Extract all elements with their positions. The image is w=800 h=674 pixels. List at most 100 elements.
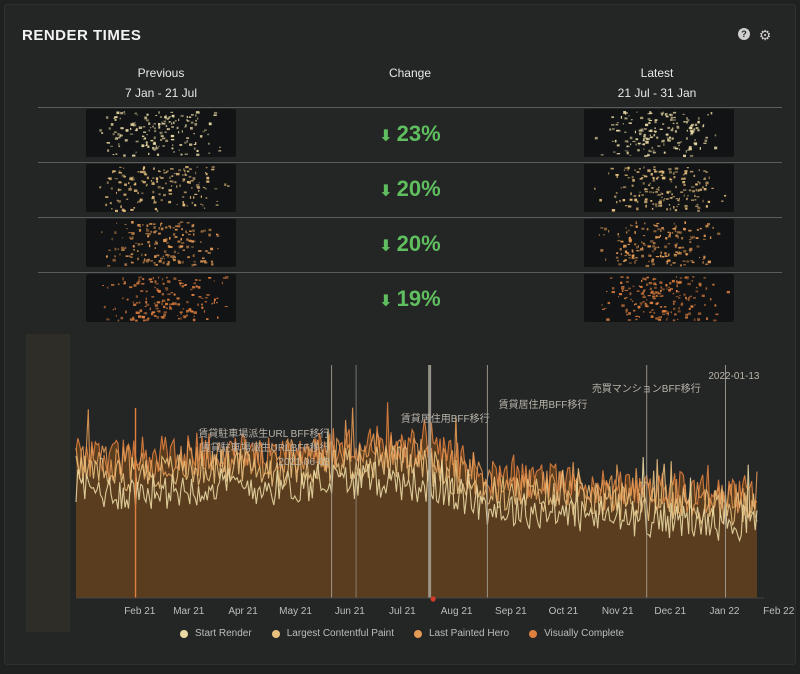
filmstrip-speck — [642, 296, 646, 298]
legend-swatch — [271, 629, 280, 638]
filmstrip-speck — [186, 180, 190, 184]
filmstrip-speck — [659, 128, 663, 130]
filmstrip-speck — [145, 290, 148, 293]
filmstrip-speck — [652, 203, 654, 205]
filmstrip-speck — [635, 143, 637, 146]
filmstrip-speck — [658, 204, 660, 207]
filmstrip-speck — [654, 170, 656, 173]
filmstrip-speck — [672, 262, 676, 264]
filmstrip-speck — [707, 200, 711, 203]
filmstrip-speck — [660, 192, 662, 195]
filmstrip-speck — [678, 246, 682, 249]
filmstrip-speck — [694, 194, 696, 198]
filmstrip-speck — [668, 190, 672, 193]
filmstrip-speck — [608, 172, 610, 175]
filmstrip-speck — [180, 153, 183, 156]
filmstrip-speck — [116, 111, 120, 115]
legend-item[interactable]: Largest Contentful Paint — [271, 628, 394, 639]
filmstrip-speck — [141, 253, 143, 257]
filmstrip-speck — [633, 309, 636, 312]
filmstrip-speck — [686, 278, 689, 280]
filmstrip-speck — [204, 187, 207, 190]
filmstrip-speck — [153, 201, 157, 203]
filmstrip-speck — [644, 198, 648, 201]
filmstrip-speck — [160, 139, 163, 141]
filmstrip-speck — [174, 228, 178, 231]
filmstrip-speck — [146, 224, 149, 227]
filmstrip-speck — [715, 313, 719, 316]
filmstrip-speck — [688, 147, 692, 151]
filmstrip-speck — [133, 249, 135, 251]
filmstrip-speck — [600, 154, 604, 156]
filmstrip-speck — [640, 303, 642, 306]
filmstrip-speck — [166, 170, 169, 172]
filmstrip-speck — [156, 301, 161, 304]
previous-filmstrip-1 — [86, 109, 236, 157]
filmstrip-speck — [618, 293, 623, 296]
filmstrip-speck — [156, 254, 160, 257]
filmstrip-speck — [622, 199, 626, 202]
filmstrip-speck — [180, 312, 182, 315]
filmstrip-speck — [167, 255, 169, 258]
filmstrip-speck — [136, 114, 138, 116]
filmstrip-speck — [693, 174, 696, 177]
filmstrip-speck — [204, 172, 207, 174]
filmstrip-speck — [132, 316, 135, 320]
gear-icon[interactable]: ⚙ — [758, 27, 772, 43]
filmstrip-speck — [665, 113, 667, 116]
change-percent: 23% — [396, 121, 441, 146]
filmstrip-speck — [123, 154, 126, 157]
legend-item[interactable]: Start Render — [180, 628, 252, 639]
legend-swatch — [529, 629, 538, 638]
filmstrip-speck — [179, 184, 181, 187]
filmstrip-speck — [691, 123, 695, 126]
filmstrip-speck — [603, 307, 607, 309]
filmstrip-speck — [708, 176, 710, 179]
filmstrip-speck — [630, 119, 633, 121]
filmstrip-speck — [122, 278, 124, 281]
filmstrip-speck — [654, 127, 656, 129]
filmstrip-speck — [102, 285, 104, 286]
filmstrip-speck — [157, 186, 159, 188]
filmstrip-speck — [665, 237, 668, 240]
filmstrip-speck — [107, 149, 110, 152]
filmstrip-speck — [615, 123, 619, 126]
filmstrip-speck — [130, 123, 134, 126]
filmstrip-speck — [625, 311, 627, 313]
filmstrip-speck — [171, 114, 174, 118]
filmstrip-speck — [187, 256, 190, 259]
change-value-1: ⬇ 23% — [350, 121, 470, 147]
filmstrip-speck — [193, 260, 196, 263]
filmstrip-speck — [669, 177, 671, 180]
filmstrip-speck — [668, 204, 671, 206]
filmstrip-speck — [130, 208, 134, 211]
filmstrip-texture — [601, 276, 730, 322]
filmstrip-speck — [671, 279, 675, 283]
filmstrip-speck — [601, 308, 605, 310]
filmstrip-speck — [155, 307, 159, 310]
filmstrip-speck — [660, 112, 664, 115]
filmstrip-speck — [133, 124, 137, 127]
filmstrip-speck — [143, 312, 146, 314]
filmstrip-speck — [694, 139, 696, 142]
filmstrip-speck — [705, 136, 708, 139]
filmstrip-speck — [158, 276, 160, 279]
filmstrip-speck — [172, 227, 175, 229]
filmstrip-speck — [180, 317, 182, 320]
filmstrip-speck — [171, 147, 174, 150]
filmstrip-speck — [145, 173, 147, 176]
filmstrip-speck — [661, 196, 663, 199]
help-icon[interactable]: ? — [738, 28, 750, 40]
filmstrip-speck — [105, 116, 109, 119]
legend-item[interactable]: Last Painted Hero — [414, 628, 509, 639]
filmstrip-speck — [624, 167, 627, 170]
filmstrip-speck — [689, 236, 691, 238]
filmstrip-speck — [697, 117, 700, 120]
legend-item[interactable]: Visually Complete — [529, 628, 624, 639]
filmstrip-speck — [137, 250, 139, 252]
filmstrip-speck — [628, 312, 631, 315]
filmstrip-speck — [155, 145, 157, 148]
filmstrip-speck — [106, 142, 110, 144]
filmstrip-speck — [621, 290, 624, 292]
legend-label: Visually Complete — [544, 628, 624, 639]
